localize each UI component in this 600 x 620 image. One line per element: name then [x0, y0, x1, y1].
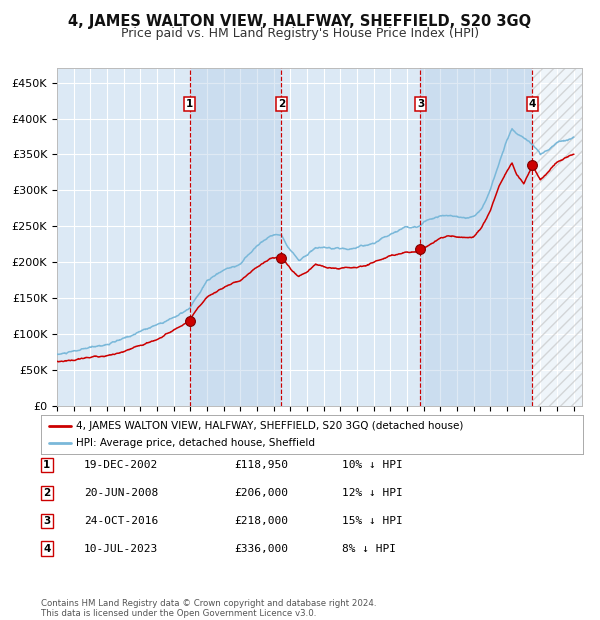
Text: 15% ↓ HPI: 15% ↓ HPI	[342, 516, 403, 526]
Bar	[421, 68, 532, 406]
Text: 10-JUL-2023: 10-JUL-2023	[84, 544, 158, 554]
Text: 19-DEC-2002: 19-DEC-2002	[84, 460, 158, 470]
Text: 12% ↓ HPI: 12% ↓ HPI	[342, 488, 403, 498]
Text: 8% ↓ HPI: 8% ↓ HPI	[342, 544, 396, 554]
Text: 1: 1	[43, 460, 50, 470]
Text: 4, JAMES WALTON VIEW, HALFWAY, SHEFFIELD, S20 3GQ: 4, JAMES WALTON VIEW, HALFWAY, SHEFFIELD…	[68, 14, 532, 29]
Text: 3: 3	[43, 516, 50, 526]
Text: £118,950: £118,950	[234, 460, 288, 470]
Point	[185, 316, 194, 326]
Text: 4, JAMES WALTON VIEW, HALFWAY, SHEFFIELD, S20 3GQ (detached house): 4, JAMES WALTON VIEW, HALFWAY, SHEFFIELD…	[76, 421, 463, 431]
Text: Contains HM Land Registry data © Crown copyright and database right 2024.
This d: Contains HM Land Registry data © Crown c…	[41, 599, 376, 618]
Text: 20-JUN-2008: 20-JUN-2008	[84, 488, 158, 498]
Bar	[190, 68, 281, 406]
Text: 10% ↓ HPI: 10% ↓ HPI	[342, 460, 403, 470]
Text: 1: 1	[186, 99, 193, 108]
Point	[527, 159, 537, 169]
Bar	[532, 68, 600, 406]
Text: 2: 2	[278, 99, 285, 108]
Point	[416, 244, 425, 254]
Point	[277, 253, 286, 263]
Text: 4: 4	[529, 99, 536, 108]
Text: 2: 2	[43, 488, 50, 498]
Text: 3: 3	[417, 99, 424, 108]
Text: Price paid vs. HM Land Registry's House Price Index (HPI): Price paid vs. HM Land Registry's House …	[121, 27, 479, 40]
Text: £206,000: £206,000	[234, 488, 288, 498]
Text: £336,000: £336,000	[234, 544, 288, 554]
Text: HPI: Average price, detached house, Sheffield: HPI: Average price, detached house, Shef…	[76, 438, 315, 448]
Text: £218,000: £218,000	[234, 516, 288, 526]
Text: 24-OCT-2016: 24-OCT-2016	[84, 516, 158, 526]
Text: 4: 4	[43, 544, 50, 554]
